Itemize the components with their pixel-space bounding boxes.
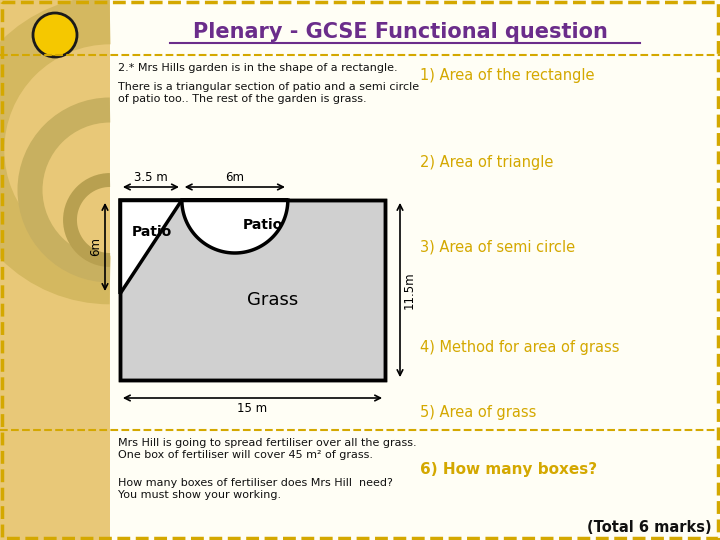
Circle shape: [33, 13, 77, 57]
Text: 4) Method for area of grass: 4) Method for area of grass: [420, 340, 619, 355]
Text: 11.5m: 11.5m: [403, 271, 416, 309]
Text: 6) How many boxes?: 6) How many boxes?: [420, 462, 597, 477]
Polygon shape: [182, 200, 288, 253]
Text: Mrs Hill is going to spread fertiliser over all the grass.
One box of fertiliser: Mrs Hill is going to spread fertiliser o…: [118, 438, 417, 460]
Text: 2) Area of triangle: 2) Area of triangle: [420, 155, 554, 170]
Text: 3.5 m: 3.5 m: [134, 171, 168, 184]
Bar: [0, 0, 110, 540]
Text: 1) Area of the rectangle: 1) Area of the rectangle: [420, 68, 595, 83]
Bar: [120, 200, 385, 380]
Text: How many boxes of fertiliser does Mrs Hill  need?
You must show your working.: How many boxes of fertiliser does Mrs Hi…: [118, 478, 393, 500]
Text: 6m: 6m: [89, 238, 102, 256]
Polygon shape: [120, 200, 182, 294]
Text: 15 m: 15 m: [238, 402, 268, 415]
Text: 6m: 6m: [225, 171, 244, 184]
Text: Plenary - GCSE Functional question: Plenary - GCSE Functional question: [192, 22, 608, 42]
Text: 2.* Mrs Hills garden is in the shape of a rectangle.: 2.* Mrs Hills garden is in the shape of …: [118, 63, 397, 73]
Text: 5) Area of grass: 5) Area of grass: [420, 405, 536, 420]
Text: 3) Area of semi circle: 3) Area of semi circle: [420, 240, 575, 255]
Bar: [120, 200, 385, 380]
Text: Patio: Patio: [132, 225, 172, 239]
Text: Patio: Patio: [243, 218, 283, 232]
Text: (Total 6 marks): (Total 6 marks): [588, 520, 712, 535]
Text: There is a triangular section of patio and a semi circle
of patio too.. The rest: There is a triangular section of patio a…: [118, 82, 419, 104]
Text: Grass: Grass: [247, 291, 298, 309]
